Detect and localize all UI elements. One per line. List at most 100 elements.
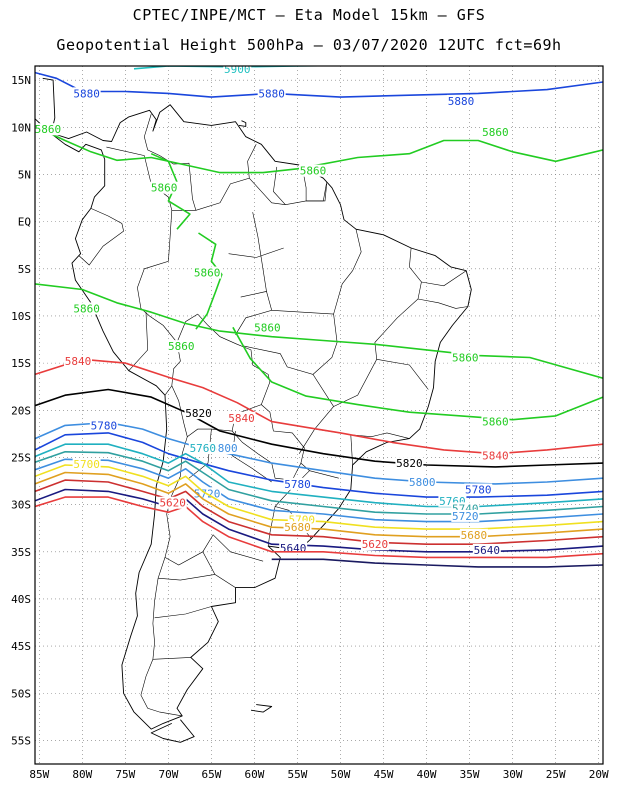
contour-label-bg [223,66,252,75]
contour-label-bg [395,457,424,470]
contour-label-5860: 5860 [35,123,62,136]
lat-label-11: 40S [11,593,31,606]
contour-label-bg [72,302,101,315]
contour-label-5900: 5900 [224,63,251,76]
contour-label-bg [408,475,437,488]
contour-label-5860: 5860 [168,340,195,353]
border-18 [376,359,429,390]
lon-label-2: 75W [115,768,135,781]
contour-label-5780: 5780 [284,478,311,491]
contour-label-bg [72,87,101,100]
latitude-labels: 15N 10N 5N EQ 5S 10S 15S 20S 25S 30S 35S 40S 45S 50S 5… [11,74,31,747]
contour-5620-18 [35,496,603,559]
lon-label-1: 80W [72,768,92,781]
border-32 [228,247,284,258]
border-15 [271,310,334,315]
border-11 [140,436,188,717]
longitude-labels: 85W 80W 75W 70W 65W 60W 55W 50W 45W 40W 35W 30W 25W 2… [29,768,609,781]
border-0 [106,114,197,211]
contour-label-5840: 5840 [65,355,92,368]
border-10 [267,506,276,547]
contour-5640-17 [35,488,603,553]
contour-label-bg [227,411,256,424]
lon-label-5: 60W [245,768,265,781]
contour-label-bg [283,521,312,534]
lat-label-12: 45S [11,640,31,653]
lon-label-12: 25W [546,768,566,781]
contour-label-5860: 5860 [73,302,100,315]
contour-label-bg [298,164,327,177]
border-1 [195,144,257,211]
contour-label-5880: 5880 [258,87,285,100]
contour-label-5800: 5800 [409,476,436,489]
contour-label-bg [257,87,286,100]
contour-5840-7 [35,358,603,455]
contour-label-bg [283,477,312,490]
contour-label-5680: 5680 [461,529,488,542]
lat-label-6: 15S [11,357,31,370]
contour-5880-1 [35,71,603,98]
contour-label-5680: 5680 [284,521,311,534]
lon-label-9: 40W [417,768,437,781]
contour-label-bg [447,94,475,107]
border-30 [188,429,212,479]
contour-label-5780: 5780 [465,484,492,497]
lat-label-13: 50S [11,687,31,700]
lon-label-8: 45W [374,768,394,781]
coastline-1 [150,719,195,743]
border-25 [164,551,203,566]
contour-label-5820: 5820 [396,457,423,470]
border-12 [306,183,327,202]
border-31 [128,312,149,371]
border-26 [158,574,215,581]
contour-label-5640: 5640 [474,544,501,557]
contour-layer: 5900 5880 5880 5880 5860 5860 5860 5860 5860 5860… [35,63,603,568]
border-16 [298,374,334,454]
border-22 [417,298,468,309]
chart-subtitle: Geopotential Height 500hPa – 03/07/2020 … [56,36,562,54]
lon-label-13: 20W [589,768,609,781]
plot-frame [34,65,604,765]
lat-label-7: 20S [11,404,31,417]
contour-5860-5 [195,232,223,330]
contour-label-5800: 5800 [211,442,238,455]
contour-label-5880: 5880 [73,87,100,100]
coastline-0 [35,77,472,730]
border-33 [252,212,267,292]
border-2 [249,177,327,206]
contour-5600-19 [271,558,603,568]
border-5 [78,208,124,266]
lon-label-11: 30W [503,768,523,781]
contour-label-bg [150,181,179,194]
contour-label-bg [451,351,480,364]
lat-label-2: 5N [18,168,31,181]
lon-label-6: 55W [288,768,308,781]
lat-label-5: 10S [11,310,31,323]
lon-label-3: 70W [158,768,178,781]
contour-label-5700: 5700 [73,458,100,471]
contour-label-bg [89,419,118,432]
contour-label-5820: 5820 [185,407,212,420]
border-20 [350,434,353,466]
lat-label-14: 55S [11,734,31,747]
contour-label-5860: 5860 [482,416,509,429]
contour-label-5860: 5860 [300,165,327,178]
lat-label-0: 15N [11,74,31,87]
contour-label-bg [279,541,308,554]
lon-label-4: 65W [201,768,221,781]
contour-label-bg [481,449,510,462]
chart-title: CPTEC/INPE/MCT – Eta Model 15km – GFS [132,6,486,24]
contour-label-bg [481,126,510,139]
contour-5860-6 [232,326,603,421]
border-27 [154,606,212,619]
contour-label-bg [158,496,187,509]
contour-label-5860: 5860 [452,351,479,364]
border-17 [333,247,422,407]
lat-label-4: 5S [18,263,31,276]
contour-label-bg [451,509,480,522]
lon-label-0: 85W [29,768,49,781]
border-3 [273,166,286,205]
contour-5780-10 [35,432,603,498]
contour-5660-16 [35,479,603,545]
